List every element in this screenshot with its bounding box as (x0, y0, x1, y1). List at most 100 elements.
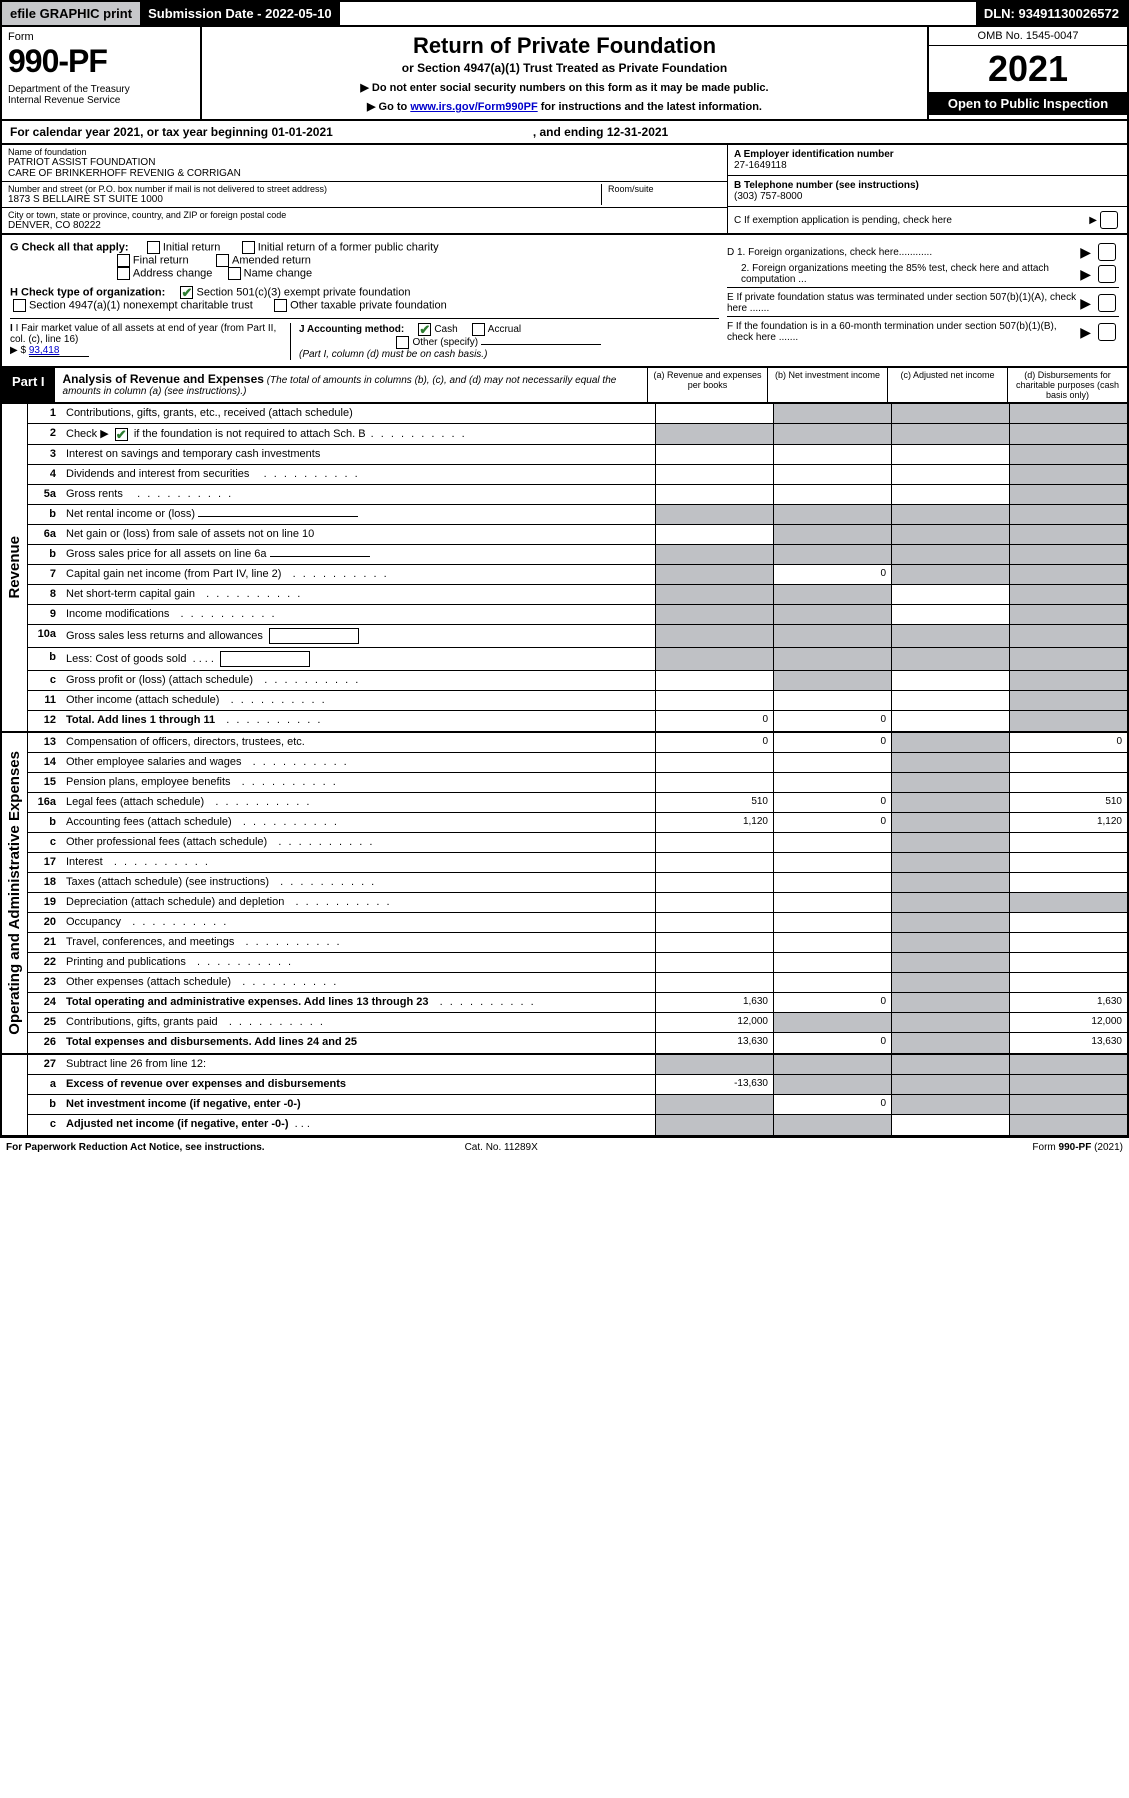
line-2-desc: Check ▶ if the foundation is not require… (62, 424, 655, 444)
identity-right: A Employer identification number 27-1649… (727, 145, 1127, 233)
g-name-checkbox[interactable] (228, 267, 241, 280)
irs-link[interactable]: www.irs.gov/Form990PF (410, 101, 537, 113)
d1-checkbox[interactable] (1098, 243, 1116, 261)
line-6a: 6aNet gain or (loss) from sale of assets… (28, 525, 1127, 545)
efile-label: efile GRAPHIC print (2, 2, 140, 25)
line-10a-desc: Gross sales less returns and allowances (62, 625, 655, 647)
line-27a: aExcess of revenue over expenses and dis… (28, 1075, 1127, 1095)
d2-label: 2. Foreign organizations meeting the 85%… (727, 263, 1076, 285)
j-note: (Part I, column (d) must be on cash basi… (299, 349, 487, 360)
efile-topbar: efile GRAPHIC print Submission Date - 20… (0, 0, 1129, 27)
g-initial-former-checkbox[interactable] (242, 241, 255, 254)
dept-label: Department of the Treasury Internal Reve… (8, 84, 194, 106)
line-27c-desc: Adjusted net income (if negative, enter … (62, 1115, 655, 1135)
line-7-desc: Capital gain net income (from Part IV, l… (62, 565, 655, 584)
arrow-icon: ▶ (1080, 266, 1091, 283)
arrow-icon: ▶ (1080, 324, 1091, 341)
line-24-a: 1,630 (655, 993, 773, 1012)
line-27-desc: Subtract line 26 from line 12: (62, 1055, 655, 1074)
c-cell: C If exemption application is pending, c… (728, 207, 1127, 233)
line-14: 14Other employee salaries and wages (28, 753, 1127, 773)
line-16a-a: 510 (655, 793, 773, 812)
part1-desc: Analysis of Revenue and Expenses (The to… (55, 368, 647, 402)
f-row: F If the foundation is in a 60-month ter… (727, 316, 1119, 343)
line-24-desc: Total operating and administrative expen… (62, 993, 655, 1012)
g-initial-checkbox[interactable] (147, 241, 160, 254)
line-27-section: 27Subtract line 26 from line 12: aExcess… (0, 1055, 1129, 1137)
j-other: Other (specify) (412, 337, 478, 348)
arrow-icon: ▶ (1080, 295, 1091, 312)
identity-left: Name of foundation PATRIOT ASSIST FOUNDA… (2, 145, 727, 233)
line-27a-desc: Excess of revenue over expenses and disb… (62, 1075, 655, 1094)
line-19-desc: Depreciation (attach schedule) and deple… (62, 893, 655, 912)
line-27b-b: 0 (773, 1095, 891, 1114)
options-left: G Check all that apply: Initial return I… (10, 241, 719, 360)
h-other: Other taxable private foundation (290, 299, 447, 311)
footer-mid: Cat. No. 11289X (465, 1142, 538, 1153)
d1-label: D 1. Foreign organizations, check here..… (727, 247, 1076, 258)
g-amended-checkbox[interactable] (216, 254, 229, 267)
line-16c: cOther professional fees (attach schedul… (28, 833, 1127, 853)
c-checkbox[interactable] (1100, 211, 1118, 229)
line-19: 19Depreciation (attach schedule) and dep… (28, 893, 1127, 913)
j-cash-checkbox[interactable] (418, 323, 431, 336)
line-6a-desc: Net gain or (loss) from sale of assets n… (62, 525, 655, 544)
i-j-row: I I Fair market value of all assets at e… (10, 318, 719, 360)
line-13-desc: Compensation of officers, directors, tru… (62, 733, 655, 752)
line-16b-desc: Accounting fees (attach schedule) (62, 813, 655, 832)
form-title-block: Return of Private Foundation or Section … (202, 27, 927, 119)
form-id-block: Form 990-PF Department of the Treasury I… (2, 27, 202, 119)
expenses-label: Operating and Administrative Expenses (6, 741, 23, 1045)
h-label: H Check type of organization: (10, 286, 165, 298)
part1-tag: Part I (2, 368, 55, 402)
line-6b: bGross sales price for all assets on lin… (28, 545, 1127, 565)
form-note-1: ▶ Do not enter social security numbers o… (208, 81, 921, 94)
line-16a-d: 510 (1009, 793, 1127, 812)
j-other-checkbox[interactable] (396, 336, 409, 349)
line-1-desc: Contributions, gifts, grants, etc., rece… (62, 404, 655, 423)
foundation-name-2: CARE OF BRINKERHOFF REVENIG & CORRIGAN (8, 168, 721, 179)
col-a-header: (a) Revenue and expenses per books (647, 368, 767, 402)
line-1: 1Contributions, gifts, grants, etc., rec… (28, 404, 1127, 424)
form-header: Form 990-PF Department of the Treasury I… (0, 27, 1129, 121)
line-13-a: 0 (655, 733, 773, 752)
addr-row: Number and street (or P.O. box number if… (2, 182, 727, 208)
f-checkbox[interactable] (1098, 323, 1116, 341)
h-other-checkbox[interactable] (274, 299, 287, 312)
line-2: 2Check ▶ if the foundation is not requir… (28, 424, 1127, 445)
h-501c3-checkbox[interactable] (180, 286, 193, 299)
g-final-checkbox[interactable] (117, 254, 130, 267)
open-inspection: Open to Public Inspection (929, 92, 1127, 115)
e-checkbox[interactable] (1098, 294, 1116, 312)
city-label: City or town, state or province, country… (8, 210, 721, 220)
options-right: D 1. Foreign organizations, check here..… (719, 241, 1119, 360)
h-4947-checkbox[interactable] (13, 299, 26, 312)
j-accrual-checkbox[interactable] (472, 323, 485, 336)
line-21-desc: Travel, conferences, and meetings (62, 933, 655, 952)
dln-label: DLN: 93491130026572 (976, 2, 1127, 25)
line-24-d: 1,630 (1009, 993, 1127, 1012)
line-20-desc: Occupancy (62, 913, 655, 932)
line-18-desc: Taxes (attach schedule) (see instruction… (62, 873, 655, 892)
form-number: 990-PF (8, 43, 194, 80)
line-25-desc: Contributions, gifts, grants paid (62, 1013, 655, 1032)
g-initial: Initial return (163, 241, 220, 253)
j-accrual: Accrual (488, 324, 521, 335)
line-16b-d: 1,120 (1009, 813, 1127, 832)
line-27-side (2, 1055, 28, 1135)
g-addr-checkbox[interactable] (117, 267, 130, 280)
note2-post: for instructions and the latest informat… (538, 101, 762, 113)
schb-checkbox[interactable] (115, 428, 128, 441)
line-13: 13Compensation of officers, directors, t… (28, 733, 1127, 753)
line-7: 7Capital gain net income (from Part IV, … (28, 565, 1127, 585)
ein-value: 27-1649118 (734, 160, 787, 171)
line-4: 4Dividends and interest from securities (28, 465, 1127, 485)
d2-checkbox[interactable] (1098, 265, 1116, 283)
j-block: J Accounting method: Cash Accrual Other … (290, 323, 719, 360)
line-20: 20Occupancy (28, 913, 1127, 933)
city-value: DENVER, CO 80222 (8, 220, 721, 231)
line-9: 9Income modifications (28, 605, 1127, 625)
room-label: Room/suite (608, 184, 721, 194)
line-27a-a: -13,630 (655, 1075, 773, 1094)
i-value[interactable]: 93,418 (29, 345, 89, 357)
